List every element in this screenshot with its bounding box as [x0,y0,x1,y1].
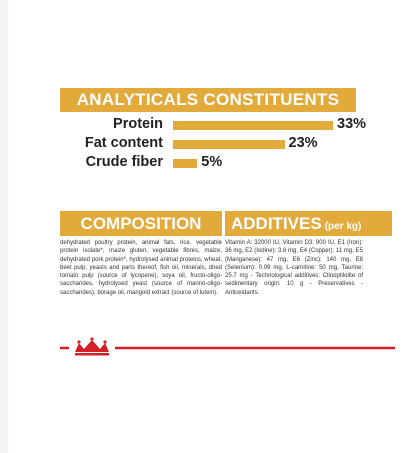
row-label: Crude fiber [85,154,163,170]
crown-logo [75,337,109,356]
brand-divider [60,337,395,358]
additives-text: Vitamin A: 32000 IU, Vitamin D3: 900 IU,… [225,240,363,296]
composition-title: COMPOSITION [60,211,222,236]
row-value: 33% [337,116,367,132]
bar [173,159,198,168]
analytics-title: ANALYTICALS CONSTITUENTS [60,88,356,112]
additives-title: ADDITIVES [231,214,322,233]
edge-shade [0,0,8,453]
row-label: Protein [113,116,163,132]
row-value: 23% [288,135,318,151]
bar [173,121,334,130]
bar [173,140,285,149]
additives-unit: (per kg) [324,221,362,232]
additives-header: ADDITIVES (per kg) [225,211,392,236]
row-value: 5% [201,154,223,170]
row-label: Fat content [84,135,163,151]
composition-text: dehydrated poultry protein, animal fats,… [60,240,222,296]
